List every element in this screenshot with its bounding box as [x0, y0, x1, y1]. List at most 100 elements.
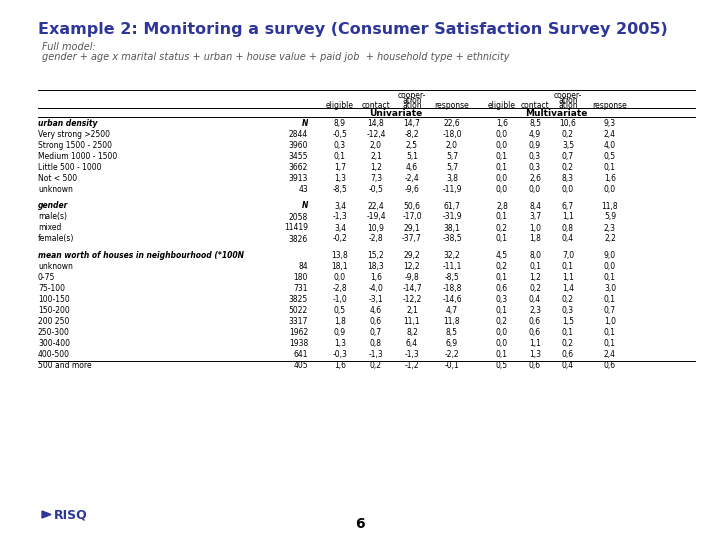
Text: 2,5: 2,5 — [406, 141, 418, 150]
Text: 22,4: 22,4 — [368, 201, 384, 211]
Text: 3,5: 3,5 — [562, 141, 574, 150]
Text: 0,6: 0,6 — [529, 317, 541, 326]
Text: 2058: 2058 — [289, 213, 308, 221]
Text: 0,0: 0,0 — [496, 130, 508, 139]
Text: 0,0: 0,0 — [334, 273, 346, 282]
Text: -0,1: -0,1 — [445, 361, 459, 370]
Text: 6,4: 6,4 — [406, 339, 418, 348]
Text: 3825: 3825 — [289, 295, 308, 304]
Text: 641: 641 — [294, 350, 308, 359]
Text: 0,6: 0,6 — [604, 361, 616, 370]
Text: urban density: urban density — [38, 119, 97, 128]
Text: 4,0: 4,0 — [604, 141, 616, 150]
Polygon shape — [42, 511, 51, 518]
Text: RISQ: RISQ — [54, 508, 88, 521]
Text: 250-300: 250-300 — [38, 328, 70, 337]
Text: 3317: 3317 — [289, 317, 308, 326]
Text: 9,3: 9,3 — [604, 119, 616, 128]
Text: Not < 500: Not < 500 — [38, 174, 77, 183]
Text: ation: ation — [402, 96, 422, 105]
Text: male(s): male(s) — [38, 213, 67, 221]
Text: ation: ation — [558, 96, 578, 105]
Text: -0,5: -0,5 — [333, 130, 348, 139]
Text: Multivariate: Multivariate — [525, 110, 588, 118]
Text: 0,4: 0,4 — [562, 234, 574, 244]
Text: 1,6: 1,6 — [496, 119, 508, 128]
Text: 0,2: 0,2 — [562, 130, 574, 139]
Text: 2,3: 2,3 — [604, 224, 616, 233]
Text: 8,4: 8,4 — [529, 201, 541, 211]
Text: 8,2: 8,2 — [406, 328, 418, 337]
Text: 3662: 3662 — [289, 163, 308, 172]
Text: unknown: unknown — [38, 185, 73, 194]
Text: gender: gender — [38, 201, 68, 211]
Text: -2,4: -2,4 — [405, 174, 419, 183]
Text: 405: 405 — [293, 361, 308, 370]
Text: -8,5: -8,5 — [333, 185, 347, 194]
Text: 8,5: 8,5 — [446, 328, 458, 337]
Text: 1,4: 1,4 — [562, 284, 574, 293]
Text: 2844: 2844 — [289, 130, 308, 139]
Text: -2,8: -2,8 — [369, 234, 383, 244]
Text: 0,5: 0,5 — [604, 152, 616, 161]
Text: 0,2: 0,2 — [562, 163, 574, 172]
Text: 3,4: 3,4 — [334, 201, 346, 211]
Text: 0,0: 0,0 — [496, 339, 508, 348]
Text: Very strong >2500: Very strong >2500 — [38, 130, 110, 139]
Text: 43: 43 — [298, 185, 308, 194]
Text: 15,2: 15,2 — [368, 251, 384, 260]
Text: 0,1: 0,1 — [562, 262, 574, 271]
Text: 4,5: 4,5 — [496, 251, 508, 260]
Text: 32,2: 32,2 — [444, 251, 460, 260]
Text: ation: ation — [558, 102, 578, 111]
Text: 1938: 1938 — [289, 339, 308, 348]
Text: eligible: eligible — [326, 102, 354, 111]
Text: 11,1: 11,1 — [404, 317, 420, 326]
Text: 0,1: 0,1 — [604, 273, 616, 282]
Text: 2,0: 2,0 — [370, 141, 382, 150]
Text: 1,2: 1,2 — [529, 273, 541, 282]
Text: 8,9: 8,9 — [334, 119, 346, 128]
Text: -12,2: -12,2 — [402, 295, 422, 304]
Text: 3,7: 3,7 — [529, 213, 541, 221]
Text: 50,6: 50,6 — [403, 201, 420, 211]
Text: 3,8: 3,8 — [446, 174, 458, 183]
Text: 1,1: 1,1 — [529, 339, 541, 348]
Text: 0,1: 0,1 — [496, 350, 508, 359]
Text: 2,2: 2,2 — [604, 234, 616, 244]
Text: 1,3: 1,3 — [334, 174, 346, 183]
Text: 7,0: 7,0 — [562, 251, 574, 260]
Text: 1962: 1962 — [289, 328, 308, 337]
Text: 4,6: 4,6 — [370, 306, 382, 315]
Text: eligible: eligible — [488, 102, 516, 111]
Text: 0,8: 0,8 — [562, 224, 574, 233]
Text: 2,1: 2,1 — [370, 152, 382, 161]
Text: -12,4: -12,4 — [366, 130, 386, 139]
Text: 0,9: 0,9 — [334, 328, 346, 337]
Text: gender + age x marital status + urban + house value + paid job  + household type: gender + age x marital status + urban + … — [42, 52, 510, 62]
Text: female(s): female(s) — [38, 234, 74, 244]
Text: 2,3: 2,3 — [529, 306, 541, 315]
Text: Strong 1500 - 2500: Strong 1500 - 2500 — [38, 141, 112, 150]
Text: 3,4: 3,4 — [334, 224, 346, 233]
Text: -1,3: -1,3 — [369, 350, 383, 359]
Text: contact: contact — [361, 102, 390, 111]
Text: 10,6: 10,6 — [559, 119, 577, 128]
Text: 0-75: 0-75 — [38, 273, 55, 282]
Text: 5,7: 5,7 — [446, 163, 458, 172]
Text: 0,0: 0,0 — [604, 185, 616, 194]
Text: N: N — [302, 201, 308, 211]
Text: -37,7: -37,7 — [402, 234, 422, 244]
Text: 300-400: 300-400 — [38, 339, 70, 348]
Text: 1,2: 1,2 — [370, 163, 382, 172]
Text: 0,1: 0,1 — [604, 328, 616, 337]
Text: 0,8: 0,8 — [370, 339, 382, 348]
Text: Medium 1000 - 1500: Medium 1000 - 1500 — [38, 152, 117, 161]
Text: 0,5: 0,5 — [334, 306, 346, 315]
Text: ation: ation — [402, 102, 422, 111]
Text: 2,4: 2,4 — [604, 130, 616, 139]
Text: response: response — [435, 102, 469, 111]
Text: 731: 731 — [294, 284, 308, 293]
Text: 18,3: 18,3 — [368, 262, 384, 271]
Text: 0,0: 0,0 — [496, 141, 508, 150]
